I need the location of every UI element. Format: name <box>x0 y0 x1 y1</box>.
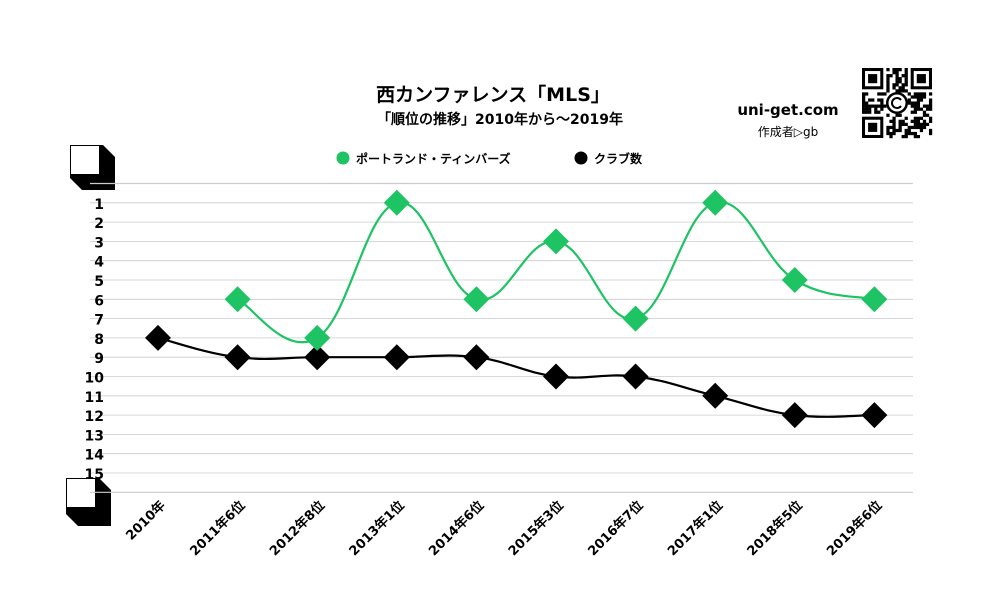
data-point <box>702 189 729 216</box>
x-tick-label: 2011年6位 <box>187 498 249 560</box>
data-point <box>781 402 808 429</box>
series-club-count <box>145 324 888 429</box>
y-tick-label: 14 <box>85 448 105 464</box>
data-point <box>304 324 331 351</box>
legend-label: クラブ数 <box>594 151 643 166</box>
data-point <box>622 305 649 332</box>
chart-subtitle: 「順位の推移」2010年から～2019年 <box>377 111 623 128</box>
y-tick-label: 4 <box>94 255 104 271</box>
qr-code-icon <box>862 68 933 139</box>
series-layer <box>145 189 888 429</box>
data-point <box>861 402 888 429</box>
bottom-corner-decoration <box>66 478 111 526</box>
x-tick-label: 2013年1位 <box>346 498 408 560</box>
y-tick-label: 2 <box>94 216 104 232</box>
site-url: uni-get.com <box>737 101 838 119</box>
y-tick-label: 8 <box>94 332 104 348</box>
data-point <box>224 344 251 371</box>
data-point <box>463 344 490 371</box>
data-point <box>383 189 410 216</box>
y-tick-label: 13 <box>85 428 104 444</box>
legend-marker <box>574 151 588 165</box>
data-point <box>463 286 490 313</box>
y-tick-label: 6 <box>94 293 104 309</box>
legend: ポートランド・ティンバーズ クラブ数 <box>336 151 643 166</box>
x-tick-label: 2017年1位 <box>664 498 726 560</box>
top-corner-decoration <box>70 145 115 190</box>
data-point <box>861 286 888 313</box>
data-point <box>304 344 331 371</box>
x-tick-label: 2019年6位 <box>824 498 886 560</box>
y-tick-label: 1 <box>94 197 104 213</box>
legend-marker <box>336 151 350 165</box>
y-tick-label: 15 <box>85 467 104 483</box>
data-point <box>145 324 171 351</box>
data-point <box>543 363 569 390</box>
series-line <box>157 336 875 418</box>
series-line <box>237 201 875 344</box>
grid-lines <box>90 182 913 493</box>
data-point <box>383 344 410 371</box>
x-tick-label: 2012年8位 <box>266 498 328 560</box>
data-point <box>543 228 569 255</box>
data-point <box>622 363 649 390</box>
x-tick-label: 2016年7位 <box>585 498 647 560</box>
y-tick-label: 12 <box>85 409 104 425</box>
data-point <box>224 286 251 313</box>
y-tick-label: 7 <box>94 313 104 329</box>
chart-title: 西カンファレンス「MLS」 <box>376 83 610 106</box>
y-tick-label: 11 <box>85 390 104 406</box>
y-tick-label: 10 <box>85 371 105 387</box>
y-tick-label: 9 <box>94 351 104 367</box>
author-label: 作成者▷gb <box>758 125 818 139</box>
x-axis-ticks: 2010年 2011年6位 2012年8位 2013年1位 2014年6位 2015年3位… <box>123 498 885 560</box>
data-point <box>702 382 729 409</box>
x-tick-label: 2010年 <box>123 498 169 544</box>
x-tick-label: 2014年6位 <box>426 498 488 560</box>
data-point <box>781 267 808 293</box>
x-tick-label: 2018年5位 <box>744 498 806 560</box>
series-portland <box>224 189 888 351</box>
x-tick-label: 2015年3位 <box>505 498 567 560</box>
y-tick-label: 5 <box>94 274 104 290</box>
y-tick-label: 3 <box>94 235 104 251</box>
legend-label: ポートランド・ティンバーズ <box>356 151 511 166</box>
